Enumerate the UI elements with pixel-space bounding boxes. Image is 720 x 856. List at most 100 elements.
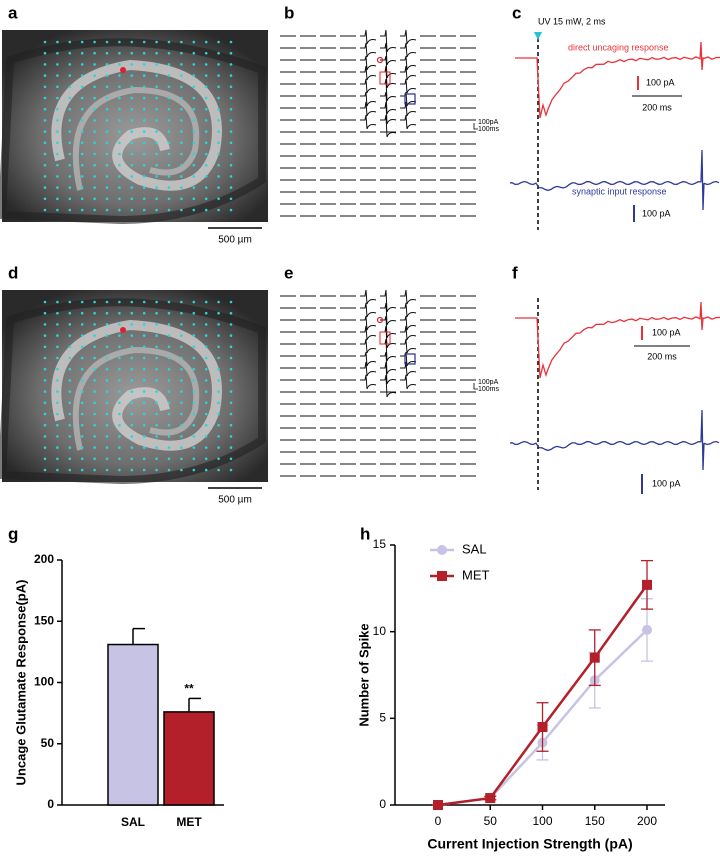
stim-site xyxy=(105,356,109,360)
stim-site xyxy=(155,356,158,360)
stim-site xyxy=(80,356,84,360)
stim-site xyxy=(142,119,146,122)
stim-site xyxy=(180,63,183,66)
stim-site xyxy=(229,186,233,189)
stim-site xyxy=(180,119,183,122)
stim-site xyxy=(80,345,84,349)
stim-site xyxy=(155,63,158,66)
trace xyxy=(360,114,377,130)
stim-site xyxy=(43,197,47,201)
stim-site xyxy=(43,107,47,111)
stim-site xyxy=(204,401,208,405)
stim-site xyxy=(180,457,183,461)
marker xyxy=(642,579,652,590)
stim-site xyxy=(180,300,183,304)
stim-site xyxy=(80,96,84,100)
trace-label: synaptic input response xyxy=(572,186,667,196)
stim-site xyxy=(167,74,171,77)
stim-site xyxy=(192,311,196,315)
stim-site xyxy=(93,468,96,472)
stim-site xyxy=(155,401,158,405)
trace xyxy=(400,325,417,341)
stim-site xyxy=(43,311,47,315)
stim-site xyxy=(105,412,109,416)
stim-site xyxy=(192,356,196,360)
stim-site xyxy=(155,390,158,393)
trace-label: direct uncaging response xyxy=(568,42,669,52)
stim-site xyxy=(93,186,96,189)
stim-site xyxy=(167,300,171,304)
stim-site xyxy=(192,435,196,438)
stim-site xyxy=(80,51,84,55)
stim-site xyxy=(217,457,220,461)
stim-site xyxy=(105,300,109,304)
stim-site xyxy=(43,457,47,461)
stim-site xyxy=(229,107,233,111)
stim-site xyxy=(130,85,134,89)
stim-site xyxy=(80,119,84,122)
stim-site xyxy=(56,423,59,427)
stim-site xyxy=(155,51,158,55)
stim-site xyxy=(80,390,84,393)
stim-site xyxy=(118,323,121,326)
stim-site xyxy=(167,51,171,55)
stim-site xyxy=(204,130,208,133)
stim-site xyxy=(105,130,109,133)
stim-site xyxy=(68,345,72,349)
stim-site xyxy=(105,401,109,405)
stim-site xyxy=(142,186,146,189)
stim-site xyxy=(56,412,59,416)
stim-site xyxy=(217,141,220,145)
stim-site xyxy=(229,300,233,304)
stim-site xyxy=(142,390,146,393)
stim-site xyxy=(167,130,171,133)
stim-site xyxy=(80,85,84,89)
stim-site xyxy=(217,345,220,349)
stim-site xyxy=(43,85,47,89)
stim-site xyxy=(155,379,158,382)
y-tick-label: 200 xyxy=(34,552,54,566)
stim-site xyxy=(68,40,72,44)
trace xyxy=(380,289,397,313)
stim-site xyxy=(130,63,134,66)
scale-label: 100 pA xyxy=(642,208,671,218)
stim-site xyxy=(167,311,171,315)
stim-site xyxy=(229,74,233,77)
trace xyxy=(400,374,417,390)
stim-site xyxy=(180,175,183,178)
trace xyxy=(400,289,417,305)
stim-site xyxy=(118,85,121,89)
stim-site xyxy=(192,345,196,349)
x-tick-label: 0 xyxy=(435,814,442,828)
stim-site xyxy=(105,323,109,326)
stim-site xyxy=(105,334,109,337)
stim-site xyxy=(155,40,158,44)
stim-site xyxy=(155,468,158,472)
stim-site xyxy=(180,197,183,201)
stim-site xyxy=(93,401,96,405)
stim-site xyxy=(180,186,183,189)
stim-site xyxy=(80,367,84,371)
stim-site xyxy=(217,412,220,416)
stim-site xyxy=(155,130,158,133)
stim-site xyxy=(80,208,84,212)
stim-site xyxy=(142,300,146,304)
stim-site xyxy=(93,175,96,178)
stim-site xyxy=(204,63,208,66)
stim-site xyxy=(180,323,183,326)
stim-site xyxy=(167,379,171,382)
stim-site xyxy=(167,457,171,461)
stim-site xyxy=(105,63,109,66)
stim-site xyxy=(43,435,47,438)
trace xyxy=(380,65,397,89)
stim-site xyxy=(68,379,72,382)
stim-site xyxy=(43,96,47,100)
stim-site xyxy=(229,367,233,371)
stim-site xyxy=(43,300,47,304)
stim-site xyxy=(192,119,196,122)
stim-site xyxy=(43,152,47,156)
stim-site xyxy=(43,175,47,178)
stim-site xyxy=(56,356,59,360)
trace xyxy=(380,325,397,349)
